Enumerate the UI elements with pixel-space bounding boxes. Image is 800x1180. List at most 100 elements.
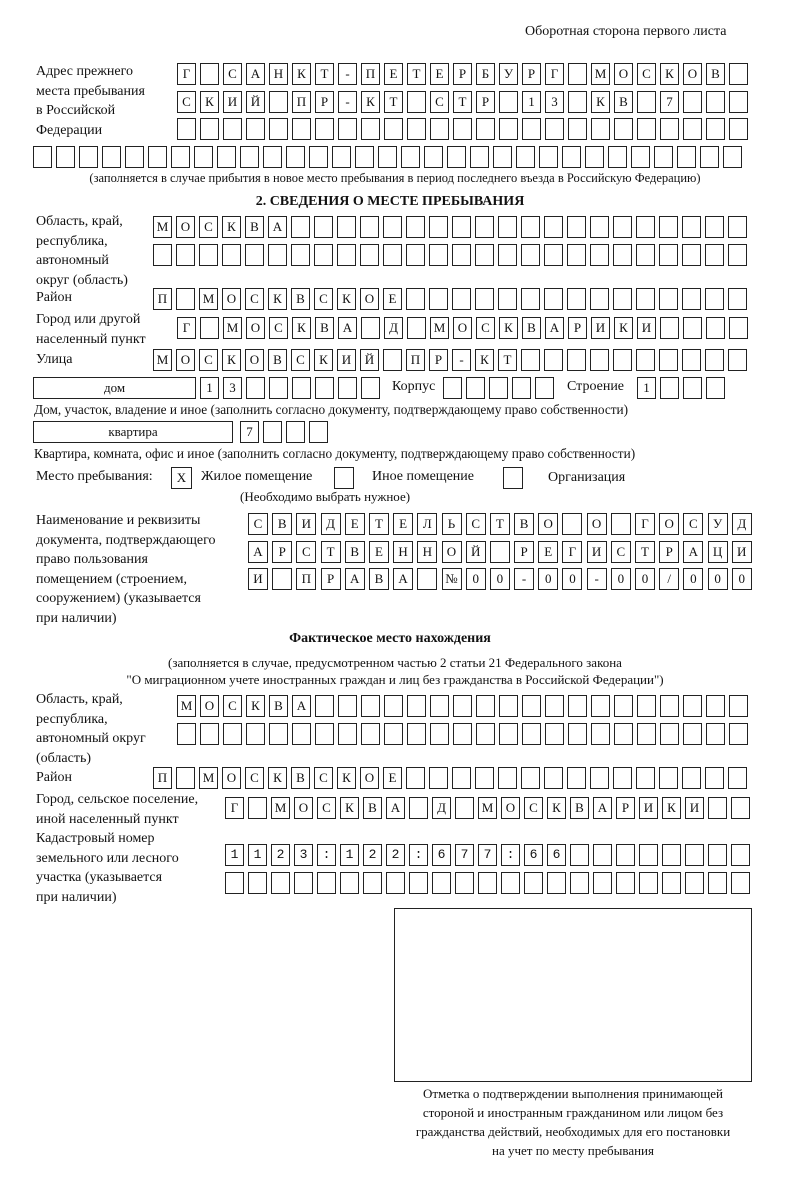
char-cell[interactable] xyxy=(286,146,305,168)
char-cell[interactable] xyxy=(292,723,311,745)
char-cell[interactable] xyxy=(535,377,554,399)
char-cell[interactable] xyxy=(706,317,725,339)
char-cell[interactable]: Д xyxy=(320,513,341,535)
char-cell[interactable] xyxy=(476,723,495,745)
char-cell[interactable] xyxy=(614,118,633,140)
char-cell[interactable]: У xyxy=(499,63,518,85)
char-cell[interactable] xyxy=(476,118,495,140)
char-cell[interactable]: Е xyxy=(383,767,402,789)
char-cell[interactable]: 3 xyxy=(223,377,242,399)
char-cell[interactable]: В xyxy=(272,513,293,535)
char-cell[interactable] xyxy=(499,91,518,113)
char-cell[interactable]: И xyxy=(337,349,356,371)
char-cell[interactable] xyxy=(660,377,679,399)
char-cell[interactable]: 1 xyxy=(522,91,541,113)
char-cell[interactable]: Т xyxy=(407,63,426,85)
char-cell[interactable]: 0 xyxy=(562,568,583,590)
char-cell[interactable]: К xyxy=(475,349,494,371)
char-cell[interactable]: Л xyxy=(417,513,438,535)
char-cell[interactable]: В xyxy=(522,317,541,339)
char-cell[interactable] xyxy=(677,146,696,168)
place-checkbox-other[interactable] xyxy=(334,467,354,489)
char-cell[interactable] xyxy=(475,244,494,266)
char-cell[interactable] xyxy=(430,723,449,745)
char-cell[interactable] xyxy=(593,844,612,866)
char-cell[interactable] xyxy=(200,63,219,85)
char-cell[interactable] xyxy=(610,513,631,535)
char-cell[interactable] xyxy=(501,872,520,894)
char-cell[interactable]: Н xyxy=(393,541,414,563)
char-cell[interactable] xyxy=(636,288,655,310)
char-cell[interactable]: П xyxy=(153,767,172,789)
cadastral-row-1[interactable] xyxy=(225,844,754,866)
char-cell[interactable] xyxy=(176,288,195,310)
char-cell[interactable] xyxy=(417,568,438,590)
char-cell[interactable] xyxy=(729,63,748,85)
char-cell[interactable] xyxy=(476,695,495,717)
char-cell[interactable] xyxy=(401,146,420,168)
char-cell[interactable] xyxy=(544,767,563,789)
char-cell[interactable] xyxy=(386,872,405,894)
char-cell[interactable]: Т xyxy=(368,513,389,535)
char-cell[interactable] xyxy=(455,797,474,819)
char-cell[interactable]: - xyxy=(514,568,535,590)
char-cell[interactable] xyxy=(637,118,656,140)
char-cell[interactable] xyxy=(378,146,397,168)
char-cell[interactable]: К xyxy=(314,349,333,371)
char-cell[interactable]: М xyxy=(430,317,449,339)
char-cell[interactable] xyxy=(194,146,213,168)
char-cell[interactable] xyxy=(683,377,702,399)
char-cell[interactable] xyxy=(562,146,581,168)
char-cell[interactable]: И xyxy=(731,541,752,563)
char-cell[interactable]: Р xyxy=(522,63,541,85)
char-cell[interactable] xyxy=(292,377,311,399)
flat-type-field[interactable]: квартира xyxy=(33,421,233,443)
char-cell[interactable]: К xyxy=(614,317,633,339)
char-cell[interactable]: 0 xyxy=(538,568,559,590)
char-cell[interactable]: Д xyxy=(432,797,451,819)
char-cell[interactable] xyxy=(452,244,471,266)
char-cell[interactable]: 0 xyxy=(635,568,655,590)
char-cell[interactable]: О xyxy=(501,797,520,819)
char-cell[interactable] xyxy=(246,118,265,140)
char-cell[interactable] xyxy=(409,797,428,819)
char-cell[interactable] xyxy=(567,244,586,266)
char-cell[interactable] xyxy=(591,118,610,140)
char-cell[interactable] xyxy=(660,723,679,745)
char-cell[interactable] xyxy=(240,146,259,168)
char-cell[interactable] xyxy=(360,244,379,266)
char-cell[interactable] xyxy=(567,288,586,310)
char-cell[interactable] xyxy=(659,244,678,266)
char-cell[interactable] xyxy=(521,288,540,310)
char-cell[interactable] xyxy=(637,723,656,745)
char-cell[interactable] xyxy=(616,844,635,866)
char-cell[interactable]: К xyxy=(246,695,265,717)
char-cell[interactable]: У xyxy=(707,513,728,535)
char-cell[interactable] xyxy=(705,244,724,266)
char-cell[interactable]: И xyxy=(591,317,610,339)
char-cell[interactable] xyxy=(337,244,356,266)
char-cell[interactable] xyxy=(729,118,748,140)
char-cell[interactable] xyxy=(731,797,750,819)
flat-number-cells[interactable]: 7 xyxy=(240,421,332,443)
char-cell[interactable]: К xyxy=(591,91,610,113)
char-cell[interactable]: Т xyxy=(489,513,510,535)
char-cell[interactable]: А xyxy=(268,216,287,238)
char-cell[interactable] xyxy=(429,244,448,266)
char-cell[interactable] xyxy=(706,695,725,717)
char-cell[interactable] xyxy=(654,146,673,168)
char-cell[interactable] xyxy=(614,723,633,745)
char-cell[interactable]: В xyxy=(368,568,389,590)
char-cell[interactable] xyxy=(585,146,604,168)
char-cell[interactable] xyxy=(383,216,402,238)
char-cell[interactable]: А xyxy=(344,568,365,590)
char-cell[interactable]: К xyxy=(292,317,311,339)
char-cell[interactable] xyxy=(406,216,425,238)
char-cell[interactable] xyxy=(271,872,290,894)
char-cell[interactable] xyxy=(631,146,650,168)
char-cell[interactable]: С xyxy=(430,91,449,113)
char-cell[interactable]: Т xyxy=(384,91,403,113)
char-cell[interactable] xyxy=(729,695,748,717)
